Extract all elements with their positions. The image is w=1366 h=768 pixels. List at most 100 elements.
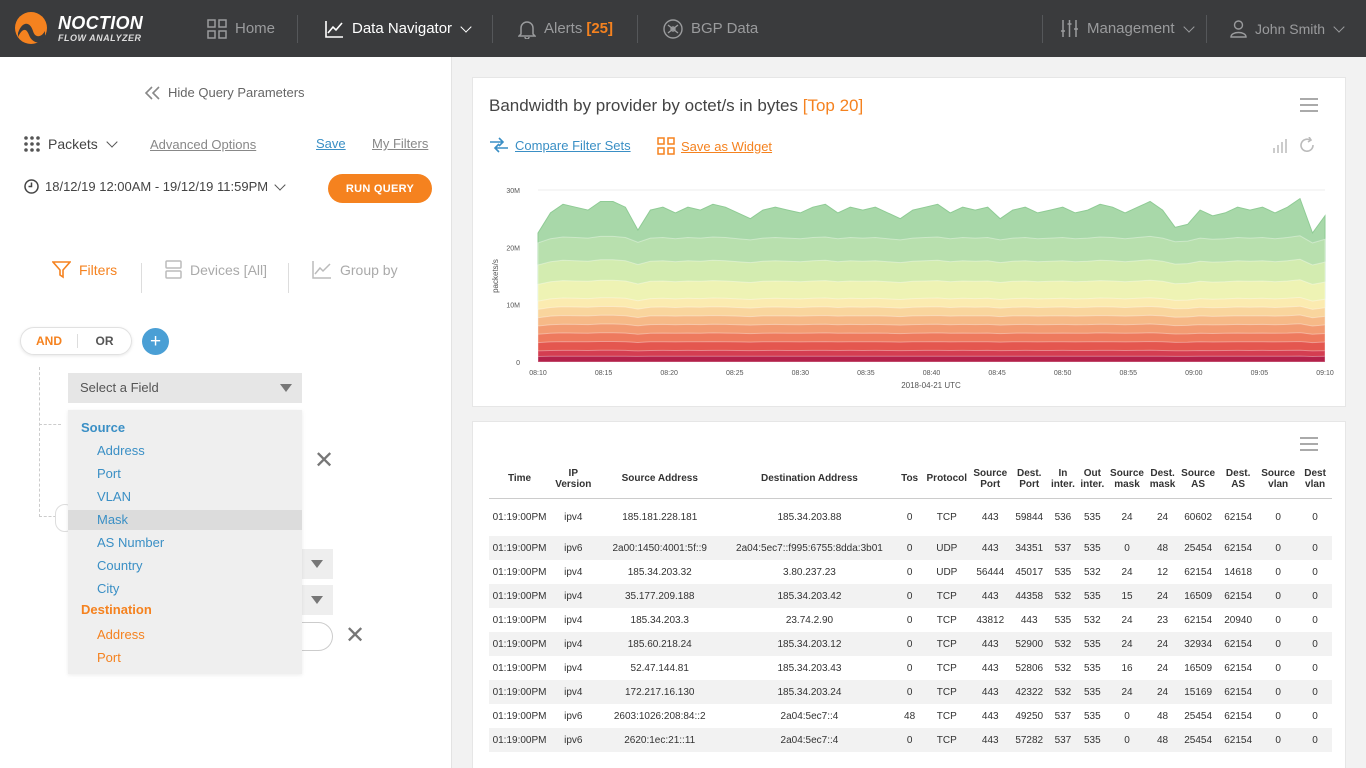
- column-header[interactable]: Tos: [895, 460, 924, 499]
- metric-selector[interactable]: Packets: [24, 136, 118, 152]
- brand-subtitle: FLOW ANALYZER: [58, 33, 142, 43]
- table-cell: ipv6: [550, 536, 597, 560]
- column-header[interactable]: Protocol: [923, 460, 971, 499]
- x-tick-label: 09:10: [1316, 370, 1334, 377]
- column-header[interactable]: Source Address: [596, 460, 723, 499]
- table-cell: 16509: [1184, 662, 1213, 674]
- table-row[interactable]: 01:19:00PM ipv4 172.217.16.130 185.34.203.2…: [489, 680, 1332, 704]
- table-cell: 45017: [1015, 566, 1044, 578]
- nav-home[interactable]: Home: [207, 0, 275, 57]
- option-source-mask[interactable]: Mask: [68, 510, 302, 530]
- column-header[interactable]: In inter.: [1048, 460, 1078, 499]
- table-cell: 0: [1275, 710, 1281, 722]
- table-menu-icon[interactable]: [1300, 437, 1318, 451]
- y-axis-label: packets/s: [491, 259, 500, 293]
- value-input-underlay[interactable]: [296, 622, 333, 651]
- option-source-vlan[interactable]: VLAN: [97, 489, 131, 504]
- table-row[interactable]: 01:19:00PM ipv4 185.181.228.181 185.34.203.…: [489, 498, 1332, 536]
- remove-condition-icon[interactable]: ✕: [314, 447, 335, 474]
- column-header[interactable]: Time: [489, 460, 551, 499]
- user-menu[interactable]: John Smith: [1230, 0, 1345, 57]
- table-cell: 35.177.209.188: [596, 584, 723, 608]
- column-header[interactable]: Source mask: [1107, 460, 1147, 499]
- option-source-address[interactable]: Address: [97, 443, 145, 458]
- table-row[interactable]: 01:19:00PM ipv4 185.34.203.3 23.74.2.90 0 TCP…: [489, 608, 1332, 632]
- nav-alerts[interactable]: Alerts [25]: [518, 0, 613, 57]
- table-cell: 0: [895, 584, 924, 608]
- tab-group-by[interactable]: Group by: [312, 260, 398, 279]
- column-header[interactable]: Dest. Port: [1010, 460, 1049, 499]
- remove-condition-icon[interactable]: ✕: [345, 622, 366, 649]
- advanced-options-link[interactable]: Advanced Options: [150, 137, 257, 152]
- nav-bgp-data[interactable]: BGP Data: [663, 0, 758, 57]
- column-header[interactable]: Destination Address: [722, 460, 896, 499]
- chevron-down-icon: [106, 136, 118, 148]
- table-row[interactable]: 01:19:00PM ipv4 35.177.209.188 185.34.203.4…: [489, 584, 1332, 608]
- funnel-icon: [52, 261, 71, 279]
- compare-arrows-icon: [490, 137, 508, 153]
- x-tick-label: 08:10: [529, 370, 547, 377]
- table-cell: 24: [1157, 511, 1169, 523]
- save-link[interactable]: Save: [316, 136, 346, 151]
- column-header[interactable]: Dest vlan: [1298, 460, 1332, 499]
- option-destination-address[interactable]: Address: [97, 627, 145, 642]
- tab-devices[interactable]: Devices [All]: [165, 260, 267, 279]
- add-filter-button[interactable]: +: [142, 328, 169, 355]
- table-cell: 535: [1083, 710, 1101, 722]
- bar-chart-type-icon[interactable]: [1272, 138, 1288, 154]
- table-cell: ipv4: [550, 632, 597, 656]
- table-cell: 185.34.203.43: [777, 662, 842, 674]
- table-cell: 01:19:00PM: [492, 662, 547, 674]
- and-toggle[interactable]: AND: [21, 334, 78, 348]
- compare-filter-sets-link[interactable]: Compare Filter Sets: [489, 137, 631, 153]
- table-row[interactable]: 01:19:00PM ipv4 185.60.218.24 185.34.203.12…: [489, 632, 1332, 656]
- table-cell: 60602: [1184, 511, 1213, 523]
- column-header[interactable]: Source Port: [970, 460, 1011, 499]
- select-field-underlay[interactable]: [300, 549, 333, 579]
- table-cell: 24: [1121, 511, 1133, 523]
- table-cell: 0: [1275, 614, 1281, 626]
- table-row[interactable]: 01:19:00PM ipv4 185.34.203.32 3.80.237.23 0 U…: [489, 560, 1332, 584]
- select-field-dropdown[interactable]: Select a Field: [68, 373, 302, 403]
- refresh-icon[interactable]: [1299, 137, 1315, 154]
- table-row[interactable]: 01:19:00PM ipv6 2a00:1450:4001:5f::9 2a04:5…: [489, 536, 1332, 560]
- or-toggle[interactable]: OR: [95, 334, 114, 348]
- table-cell: 48: [1146, 536, 1179, 560]
- my-filters-link[interactable]: My Filters: [372, 136, 429, 151]
- table-cell: 0: [1298, 728, 1332, 752]
- tab-filters[interactable]: Filters: [52, 260, 117, 279]
- compare-filter-sets-label: Compare Filter Sets: [515, 137, 631, 153]
- option-destination-port[interactable]: Port: [97, 650, 121, 665]
- table-cell: 15: [1107, 584, 1147, 608]
- run-query-button[interactable]: RUN QUERY: [328, 174, 432, 203]
- chevron-down-icon: [274, 178, 286, 191]
- nav-management[interactable]: Management: [1060, 0, 1195, 57]
- date-range-picker[interactable]: 18/12/19 12:00AM - 19/12/19 11:59PM: [24, 178, 286, 194]
- column-header[interactable]: Source vlan: [1258, 460, 1299, 499]
- table-cell: 535: [1083, 511, 1101, 523]
- select-operator-underlay[interactable]: [300, 585, 333, 615]
- table-row[interactable]: 01:19:00PM ipv6 2603:1026:208:84::2 2a04:5e…: [489, 704, 1332, 728]
- table-row[interactable]: 01:19:00PM ipv6 2620:1ec:21::11 2a04:5ec7::…: [489, 728, 1332, 752]
- option-source-as-number[interactable]: AS Number: [97, 535, 165, 550]
- column-header[interactable]: Dest. AS: [1218, 460, 1259, 499]
- option-source-port[interactable]: Port: [97, 466, 121, 481]
- table-row[interactable]: 01:19:00PM ipv4 52.47.144.81 185.34.203.43 0…: [489, 656, 1332, 680]
- column-header[interactable]: Source AS: [1178, 460, 1219, 499]
- table-cell: 0: [895, 680, 924, 704]
- nav-data-navigator[interactable]: Data Navigator: [325, 0, 472, 57]
- table-cell: 52900: [1010, 632, 1049, 656]
- save-as-widget-link[interactable]: Save as Widget: [657, 137, 772, 155]
- hide-query-parameters-button[interactable]: Hide Query Parameters: [144, 85, 305, 100]
- column-header[interactable]: Dest. mask: [1146, 460, 1179, 499]
- tab-group-by-label: Group by: [340, 261, 398, 278]
- table-cell: 0: [1258, 536, 1299, 560]
- column-header[interactable]: Out inter.: [1077, 460, 1108, 499]
- table-cell: 537: [1054, 710, 1072, 722]
- option-source-country[interactable]: Country: [97, 558, 143, 573]
- column-header[interactable]: IP Version: [550, 460, 597, 499]
- chart-menu-icon[interactable]: [1300, 98, 1318, 112]
- tree-connector: [39, 367, 40, 517]
- table-cell: 15169: [1178, 680, 1219, 704]
- option-source-city[interactable]: City: [97, 581, 120, 596]
